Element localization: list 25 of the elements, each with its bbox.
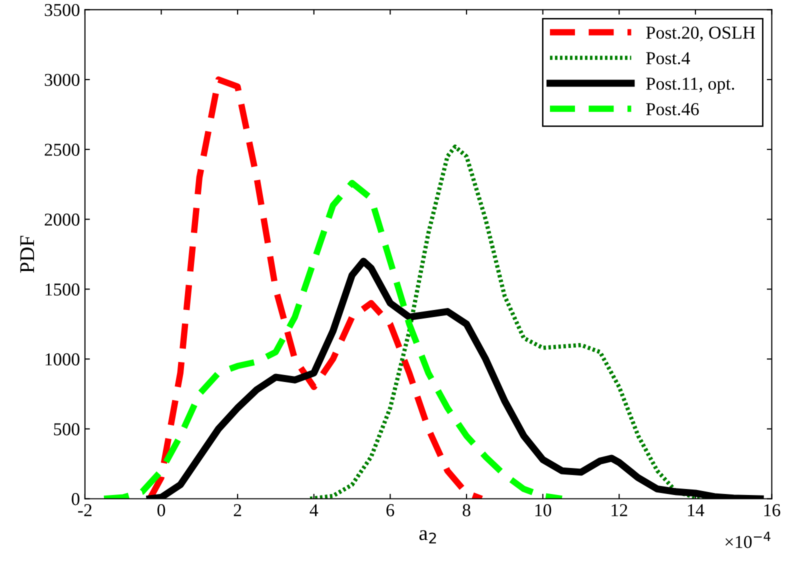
y-tick-label: 2000 <box>44 214 80 226</box>
x-tick-label: 10 <box>535 504 552 516</box>
legend-label: Post.46 <box>646 103 699 116</box>
legend-label: Post.20, OSLH <box>646 26 755 42</box>
legend-label: Post.11, opt. <box>646 78 734 94</box>
y-tick-label: 0 <box>72 493 80 506</box>
y-axis-title: PDF <box>20 236 34 273</box>
x-axis-title: a$_{2}$ <box>419 530 436 544</box>
x-tick-label: 14 <box>688 504 704 516</box>
legend-label: Post.4 <box>646 52 690 64</box>
text: ×10$^{−4}$ <box>726 532 770 548</box>
y-tick-label: 1000 <box>46 353 80 366</box>
y-tick-label: 1500 <box>46 283 80 296</box>
x-tick-label: 4 <box>310 504 318 516</box>
x-tick-label: -2 <box>78 504 92 516</box>
x-tick-label: 6 <box>386 504 394 516</box>
y-tick-label: 2500 <box>44 144 80 156</box>
x-tick-label: 16 <box>764 504 780 516</box>
x-tick-label: 2 <box>234 504 242 516</box>
x-tick-label: 0 <box>157 504 166 516</box>
y-tick-label: 500 <box>54 423 80 436</box>
x-tick-label: 8 <box>462 504 470 516</box>
x-tick-label: 12 <box>612 504 628 516</box>
y-tick-label: 3500 <box>44 4 80 16</box>
y-tick-label: 3000 <box>44 74 80 86</box>
